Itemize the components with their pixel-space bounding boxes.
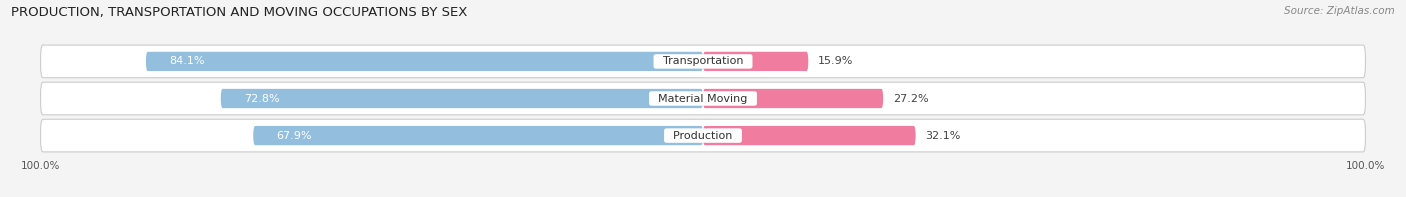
Text: 32.1%: 32.1% [925,131,960,141]
FancyBboxPatch shape [221,89,703,108]
FancyBboxPatch shape [41,82,1365,115]
Text: PRODUCTION, TRANSPORTATION AND MOVING OCCUPATIONS BY SEX: PRODUCTION, TRANSPORTATION AND MOVING OC… [11,6,468,19]
Text: 100.0%: 100.0% [1346,161,1385,171]
FancyBboxPatch shape [703,89,883,108]
Text: 84.1%: 84.1% [169,56,204,66]
Text: 67.9%: 67.9% [277,131,312,141]
FancyBboxPatch shape [146,52,703,71]
FancyBboxPatch shape [703,52,808,71]
FancyBboxPatch shape [41,45,1365,78]
Text: 15.9%: 15.9% [818,56,853,66]
Text: 100.0%: 100.0% [21,161,60,171]
FancyBboxPatch shape [253,126,703,145]
Text: 27.2%: 27.2% [893,94,929,103]
FancyBboxPatch shape [703,126,915,145]
FancyBboxPatch shape [41,119,1365,152]
Text: Transportation: Transportation [655,56,751,66]
Text: Source: ZipAtlas.com: Source: ZipAtlas.com [1284,6,1395,16]
Text: Production: Production [666,131,740,141]
Text: Material Moving: Material Moving [651,94,755,103]
Text: 72.8%: 72.8% [243,94,280,103]
